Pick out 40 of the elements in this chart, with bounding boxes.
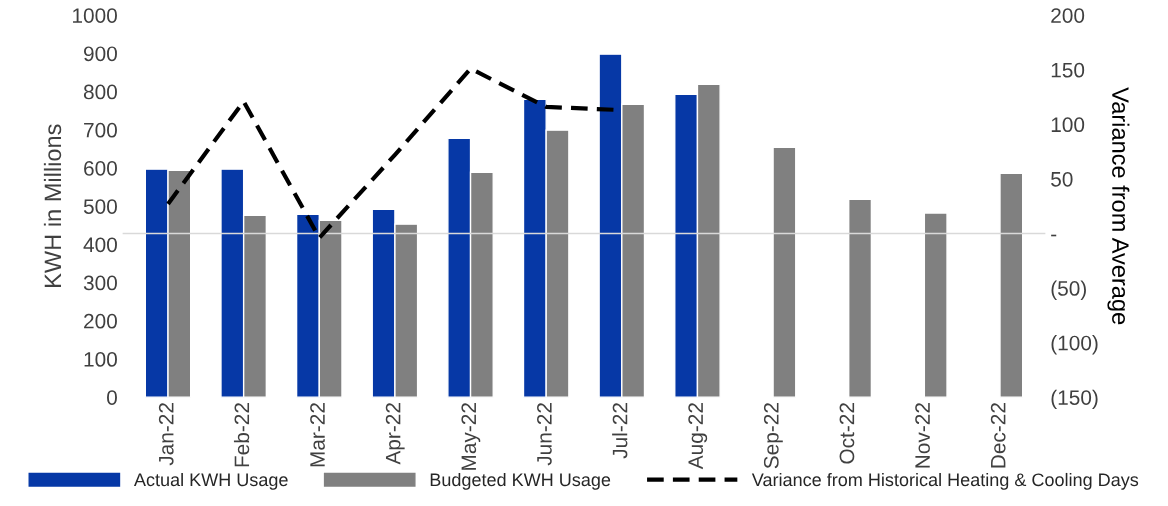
y-axis-title: KWH in Millions [43,124,62,287]
y2-tick-label: (50) [1051,280,1086,300]
x-tick-label: Jul-22 [612,403,628,459]
x-tick-label: Jun-22 [537,403,552,466]
legend-label: Budgeted KWH Usage [430,472,611,490]
bar [923,212,948,398]
y-tick-label: 200 [84,313,117,329]
y-tick-label: 100 [84,352,117,367]
x-tick-label: Feb-22 [233,403,250,467]
y-tick-label: 800 [83,84,117,100]
x-tick-label: Oct-22 [839,403,855,464]
y-tick-label: 900 [84,46,117,62]
y-tick-label: 500 [83,199,117,214]
y2-tick-label: (150) [1051,389,1098,410]
y2-tick-label: (100) [1051,335,1098,355]
y-tick-label: 700 [84,122,117,138]
y2-axis-title: Variance from Average [1107,87,1130,325]
y2-tick-label: 50 [1051,171,1073,187]
x-tick-label: Jan-22 [158,403,174,466]
bar [772,146,797,398]
x-tick-label: Dec-22 [990,403,1006,468]
y-tick-label: 1000 [73,8,117,23]
y2-tick-label: 150 [1051,62,1085,78]
y2-tick-label: 100 [1051,117,1085,133]
y2-tick-label: 200 [1051,8,1085,23]
legend-label: Variance from Historical Heating & Cooling Days [751,472,1139,490]
x-tick-label: Sep-22 [763,403,783,469]
x-tick-label: Apr-22 [385,403,405,465]
bar [999,172,1024,398]
y-tick-label: 600 [84,160,117,176]
x-tick-label: Mar-22 [310,403,325,467]
x-tick-label: May-22 [461,403,481,470]
bar [848,198,873,398]
y-tick-label: 400 [83,237,117,253]
y2-tick-label: - [1051,234,1057,237]
y-tick-label: 300 [83,275,117,291]
legend-label: Actual KWH Usage [133,472,288,490]
y-tick-label: 0 [107,390,117,405]
x-tick-label: Aug-22 [688,403,708,470]
x-tick-label: Nov-22 [915,403,930,468]
